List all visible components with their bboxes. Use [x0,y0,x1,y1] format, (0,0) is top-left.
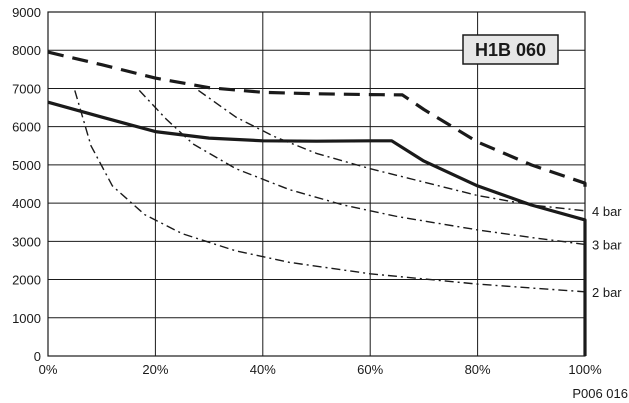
y-tick-label: 5000 [12,158,41,173]
plot-frame [47,11,586,357]
x-tick-label: 0% [39,362,58,377]
y-tick-label: 1000 [12,311,41,326]
series-label: 4 bar [592,204,622,219]
x-tick-label: 80% [465,362,491,377]
x-tick-label: 40% [250,362,276,377]
x-tick-label: 20% [142,362,168,377]
y-tick-label: 3000 [12,234,41,249]
y-tick-label: 7000 [12,81,41,96]
chart-title: H1B 060 [475,40,546,60]
y-tick-label: 0 [34,349,41,364]
y-tick-label: 2000 [12,273,41,288]
series-line-3-bar [138,89,586,246]
x-tick-label: 60% [357,362,383,377]
series-label: 2 bar [592,285,622,300]
series-labels: 4 bar 3 bar 2 bar [592,204,622,300]
axes: 0 1000 2000 3000 4000 5000 6000 7000 8000 9000 0% 2… [12,5,602,377]
figure-code: P006 016 [572,386,628,401]
y-tick-label: 8000 [12,43,41,58]
title-badge: H1B 060 [462,34,559,65]
series-layer [47,50,587,356]
x-tick-label: 100% [568,362,602,377]
series-line-2-bar [74,90,586,293]
y-tick-label: 9000 [12,5,41,20]
series-line-4-bar [197,89,586,212]
y-tick-label: 6000 [12,120,41,135]
series-line-curve-1 [47,50,587,194]
y-tick-label: 4000 [12,196,41,211]
series-label: 3 bar [592,237,622,252]
